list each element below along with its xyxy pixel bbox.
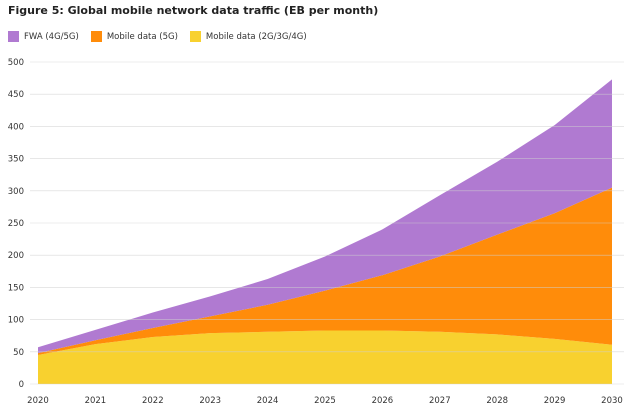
y-tick-label-100: 100	[8, 316, 24, 326]
y-tick-label-250: 250	[8, 219, 24, 229]
legend-swatch-5g	[90, 31, 102, 42]
y-tick-label-400: 400	[8, 122, 24, 132]
x-tick-label-2026: 2026	[372, 396, 394, 406]
y-tick-label-50: 50	[13, 348, 24, 358]
legend-item-5g: Mobile data (5G)	[90, 31, 178, 42]
area-series-mobile-data-2g-3g-4g	[38, 330, 612, 384]
y-tick-label-450: 450	[8, 90, 24, 100]
legend-label-legacy: Mobile data (2G/3G/4G)	[205, 31, 307, 42]
legend-label-fwa: FWA (4G/5G)	[24, 31, 79, 42]
y-tick-label-350: 350	[8, 155, 24, 165]
x-tick-label-2029: 2029	[544, 396, 566, 406]
y-tick-label-150: 150	[8, 283, 24, 293]
legend-swatch-fwa	[8, 31, 19, 42]
x-tick-label-2027: 2027	[429, 396, 451, 406]
x-tick-label-2022: 2022	[142, 396, 164, 406]
area-series-fwa-4g-5g	[38, 79, 612, 354]
y-tick-label-500: 500	[8, 58, 24, 68]
y-tick-label-0: 0	[19, 380, 24, 390]
x-tick-label-2025: 2025	[314, 396, 336, 406]
area-series-mobile-data-5g	[38, 187, 612, 355]
legend-item-fwa: FWA (4G/5G)	[8, 31, 79, 42]
y-tick-label-300: 300	[8, 187, 24, 197]
legend: FWA (4G/5G) Mobile data (5G) Mobile data…	[8, 31, 307, 42]
x-tick-label-2030: 2030	[601, 396, 623, 406]
y-tick-label-200: 200	[8, 251, 24, 261]
legend-item-legacy: Mobile data (2G/3G/4G)	[189, 31, 307, 42]
x-tick-label-2023: 2023	[199, 396, 221, 406]
x-tick-label-2020: 2020	[27, 396, 49, 406]
x-tick-label-2024: 2024	[257, 396, 279, 406]
x-tick-label-2028: 2028	[486, 396, 508, 406]
chart-title: Figure 5: Global mobile network data tra…	[8, 4, 379, 17]
legend-swatch-legacy	[189, 31, 201, 42]
legend-label-5g: Mobile data (5G)	[106, 31, 178, 42]
x-tick-label-2021: 2021	[85, 396, 107, 406]
